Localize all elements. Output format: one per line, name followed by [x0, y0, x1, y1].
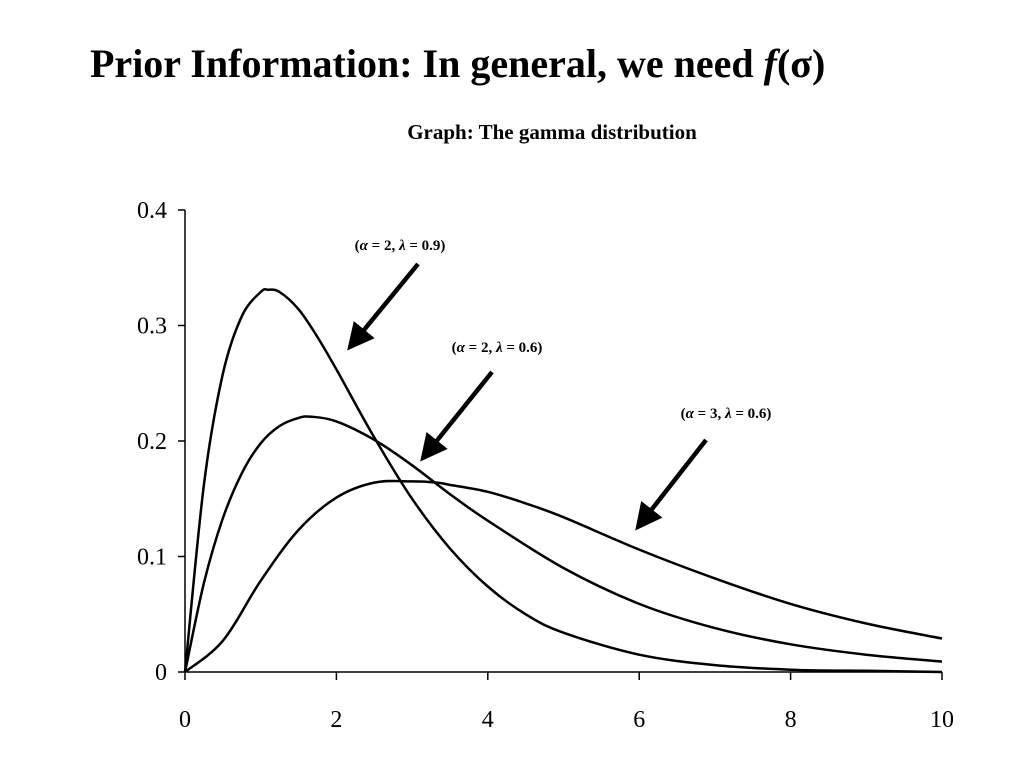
- x-tick-label: 0: [179, 707, 191, 733]
- series-line-1: [183, 287, 943, 674]
- chart-axes: 0 0.1 0.2 0.3 0.4 0 2 4 6 8 10: [137, 198, 954, 733]
- slide-title-prefix: Prior Information: In general, we need: [90, 41, 764, 86]
- slide-title-function: f: [763, 41, 777, 86]
- x-tick-label: 10: [930, 707, 954, 733]
- annotation-arrow: [635, 438, 708, 531]
- annotation-arrow: [420, 370, 494, 462]
- x-tick-label: 6: [633, 707, 645, 733]
- x-tick-label: 2: [330, 707, 342, 733]
- x-tick-label: 8: [785, 707, 797, 733]
- annotation-label: (α = 2, λ = 0.9): [355, 238, 446, 254]
- slide-title-argument: (σ): [776, 41, 826, 86]
- series-line-2: [183, 415, 943, 673]
- chart-title: Graph: The gamma distribution: [407, 120, 697, 144]
- y-tick-label: 0.3: [137, 314, 167, 340]
- y-tick-label: 0.4: [137, 198, 167, 224]
- annotation-label: (α = 2, λ = 0.6): [452, 340, 543, 356]
- y-tick-label: 0: [155, 660, 167, 686]
- y-tick-label: 0.2: [137, 429, 167, 455]
- slide-title: Prior Information: In general, we need f…: [90, 40, 825, 87]
- chart-curves: [183, 287, 943, 674]
- annotation-label: (α = 3, λ = 0.6): [681, 406, 772, 422]
- y-tick-label: 0.1: [137, 545, 167, 571]
- series-line-3: [184, 479, 943, 673]
- x-tick-label: 4: [482, 707, 494, 733]
- annotation-arrow: [347, 262, 420, 351]
- chart-annotations: (α = 2, λ = 0.9) (α = 2, λ = 0.6) (α = 3, …: [347, 238, 772, 531]
